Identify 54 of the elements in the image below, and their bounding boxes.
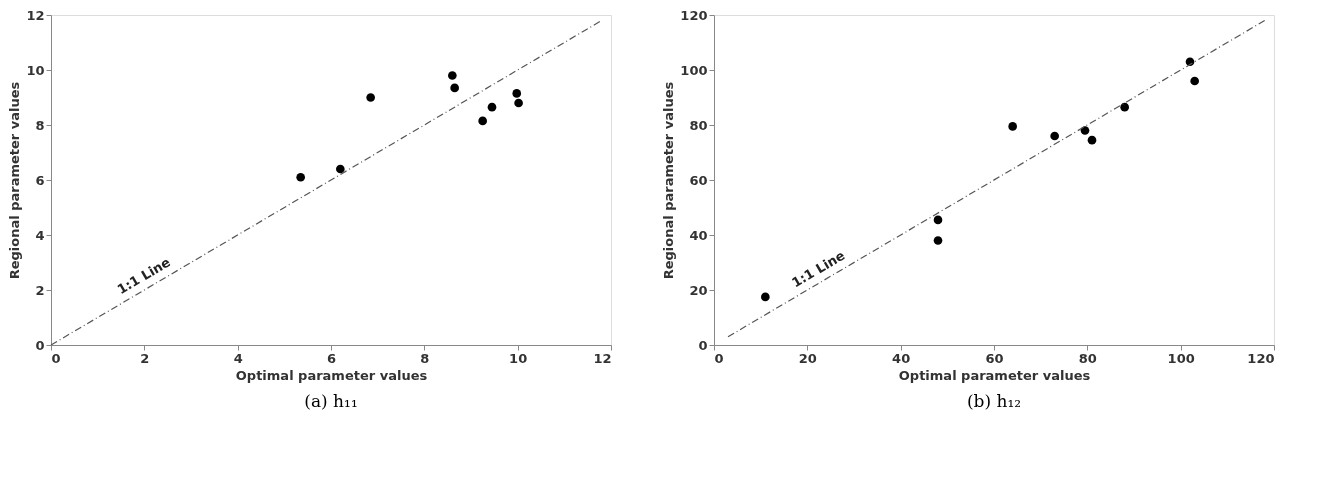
point [514,98,523,108]
point [366,93,375,102]
point [1080,126,1090,135]
point [1008,122,1017,131]
y-tick-label: 4 [35,227,45,243]
x-tick-label: 60 [985,350,1004,366]
point [296,172,305,182]
x-tick-label: 6 [326,350,337,366]
x-tick-label: 12 [593,350,612,366]
y-tick-label: 100 [680,62,708,78]
y-tick-label: 10 [26,62,45,78]
y-tick-label: 20 [689,282,708,298]
text: (a) h₁₁ [304,391,358,411]
x-tick-label: 4 [233,350,243,366]
y-tick-label: 6 [35,172,45,188]
point [336,164,345,174]
y-tick-label: 120 [680,7,708,23]
x-tick-label: 8 [420,350,430,366]
point [1120,102,1129,112]
point [478,116,487,126]
x-tick-label: 0 [51,350,61,366]
y-tick-label: 8 [35,117,45,133]
point [933,236,943,245]
y-tick-label: 60 [689,172,708,188]
point [512,89,522,98]
y-tick-label: 0 [35,337,45,353]
y-tick-label: 40 [689,227,708,243]
annotation: 1:1 Line [114,254,173,298]
point [933,215,943,225]
point [450,83,459,93]
point [1190,76,1199,86]
y-axis-title: Regional parameter values [661,81,677,280]
point [448,71,457,80]
annotation: 1:1 Line [789,247,848,291]
x-tick-label: 40 [892,350,911,366]
y-tick-label: 0 [698,337,708,353]
y-axis-title: Regional parameter values [7,81,23,280]
x-axis-title: Optimal parameter values [235,367,428,383]
x-tick-label: 2 [140,350,150,366]
point [761,292,770,302]
y-tick-label: 80 [689,117,708,133]
x-axis-title: Optimal parameter values [898,367,1091,383]
point [1087,135,1097,145]
x-tick-label: 10 [509,350,528,366]
point [487,102,497,112]
point [1050,131,1059,141]
y-tick-label: 12 [26,7,45,23]
y-tick-label: 2 [35,282,45,298]
text: (b) h₁₂ [966,391,1022,411]
x-tick-label: 20 [798,350,817,366]
x-tick-label: 120 [1247,350,1275,366]
x-tick-label: 80 [1078,350,1097,366]
x-tick-label: 100 [1167,350,1195,366]
x-tick-label: 0 [714,350,724,366]
